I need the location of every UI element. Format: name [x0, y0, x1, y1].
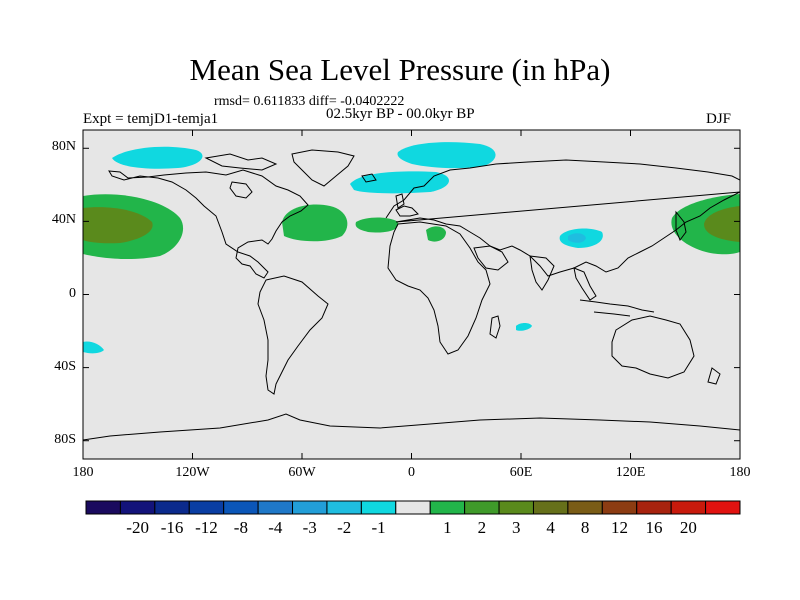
colorbar	[85, 500, 741, 515]
colorbar-box	[85, 500, 121, 515]
coast-india	[529, 255, 555, 291]
colorbar-label: 2	[477, 518, 487, 537]
lat-tick-label: 40N	[51, 212, 76, 228]
lat-tick-label: 80N	[51, 139, 76, 155]
colorbar-box	[188, 500, 225, 515]
anomaly-mediterranean-a	[355, 217, 399, 233]
lat-tick-label: 0	[69, 285, 76, 301]
colorbar-box	[498, 500, 534, 515]
anomaly-south-indian	[516, 323, 532, 331]
coast-antarctica	[83, 413, 740, 441]
colorbar-box	[601, 500, 638, 515]
coast-greenland	[291, 149, 355, 187]
colorbar-label: -16	[160, 518, 184, 537]
colorbar-label: -8	[233, 518, 248, 537]
lon-tick-label: 60E	[509, 465, 533, 480]
colorbar-box	[395, 500, 431, 515]
colorbar-box	[705, 500, 741, 515]
season-label: DJF	[706, 111, 732, 127]
colorbar-label: 20	[679, 518, 697, 537]
lon-tick-label: 180	[729, 465, 751, 480]
coast-africa	[387, 221, 491, 355]
colorbar-label: -12	[195, 518, 218, 537]
colorbar-box	[567, 500, 603, 515]
colorbar-box	[670, 500, 707, 515]
colorbar-label: 16	[645, 518, 663, 537]
coast-new-zealand	[707, 367, 721, 385]
colorbar-label: 12	[611, 518, 629, 537]
colorbar-box	[360, 500, 397, 515]
coast-canadian-archipelago	[204, 153, 278, 171]
anomaly-layer	[83, 142, 740, 354]
experiment-label: Expt = temjD1-temja1	[83, 111, 219, 127]
lon-tick-label: 120W	[175, 465, 210, 480]
coast-indonesia	[579, 299, 655, 317]
period-label: 02.5kyr BP - 00.0kyr BP	[326, 106, 475, 122]
anomaly-tibet-peak	[568, 233, 586, 243]
colorbar-label: 4	[546, 518, 555, 537]
tick-marks	[82, 130, 741, 459]
anomaly-north-pacific-west-peak	[83, 207, 153, 244]
coast-europe-west	[395, 205, 419, 217]
colorbar-box	[292, 500, 328, 515]
anomaly-north-pacific-east-peak	[704, 206, 740, 242]
anomaly-azores	[282, 204, 348, 242]
coast-japan	[675, 210, 687, 242]
colorbar-box	[223, 500, 259, 515]
anomaly-scandinavia	[350, 171, 449, 194]
anomaly-arctic-canada	[112, 146, 203, 169]
coastline-layer	[83, 149, 740, 441]
coast-british-isles	[395, 193, 405, 209]
coast-arabia	[473, 245, 509, 271]
chart-title: Mean Sea Level Pressure (in hPa)	[189, 52, 611, 87]
colorbar-label: 1	[443, 518, 452, 537]
lon-tick-label: 120E	[615, 465, 646, 480]
coast-eurasia	[385, 159, 740, 277]
colorbar-box	[154, 500, 190, 515]
coast-iceland	[361, 173, 377, 183]
coast-hudson-bay	[229, 181, 253, 199]
colorbar-box	[429, 500, 466, 515]
colorbar-label: -4	[268, 518, 283, 537]
stats-text: rmsd= 0.611833 diff= -0.0402222	[214, 94, 405, 109]
colorbar-label: 8	[580, 518, 590, 537]
colorbar-label: -1	[371, 518, 386, 537]
colorbar-box	[636, 500, 672, 515]
coast-north-america	[108, 169, 309, 279]
anomaly-south-pacific	[83, 341, 104, 354]
lat-tick-label: 80S	[54, 431, 76, 447]
colorbar-box	[464, 500, 500, 515]
coast-southeast-asia	[573, 267, 597, 301]
colorbar-label: -3	[302, 518, 317, 537]
colorbar-box	[532, 500, 569, 515]
anomaly-greenland	[397, 142, 496, 169]
colorbar-label: -20	[126, 518, 149, 537]
anomaly-mediterranean-b	[426, 226, 446, 242]
lon-tick-label: 0	[408, 465, 415, 480]
lon-tick-label: 180	[72, 465, 94, 480]
coast-madagascar	[489, 315, 501, 339]
lat-tick-label: 40S	[54, 358, 76, 374]
lon-tick-label: 60W	[288, 465, 316, 480]
colorbar-box	[119, 500, 156, 515]
coast-australia	[611, 315, 695, 379]
colorbar-box	[326, 500, 362, 515]
coast-south-america	[257, 275, 329, 395]
colorbar-label: 3	[512, 518, 521, 537]
colorbar-label: -2	[337, 518, 352, 537]
colorbar-box	[257, 500, 294, 515]
